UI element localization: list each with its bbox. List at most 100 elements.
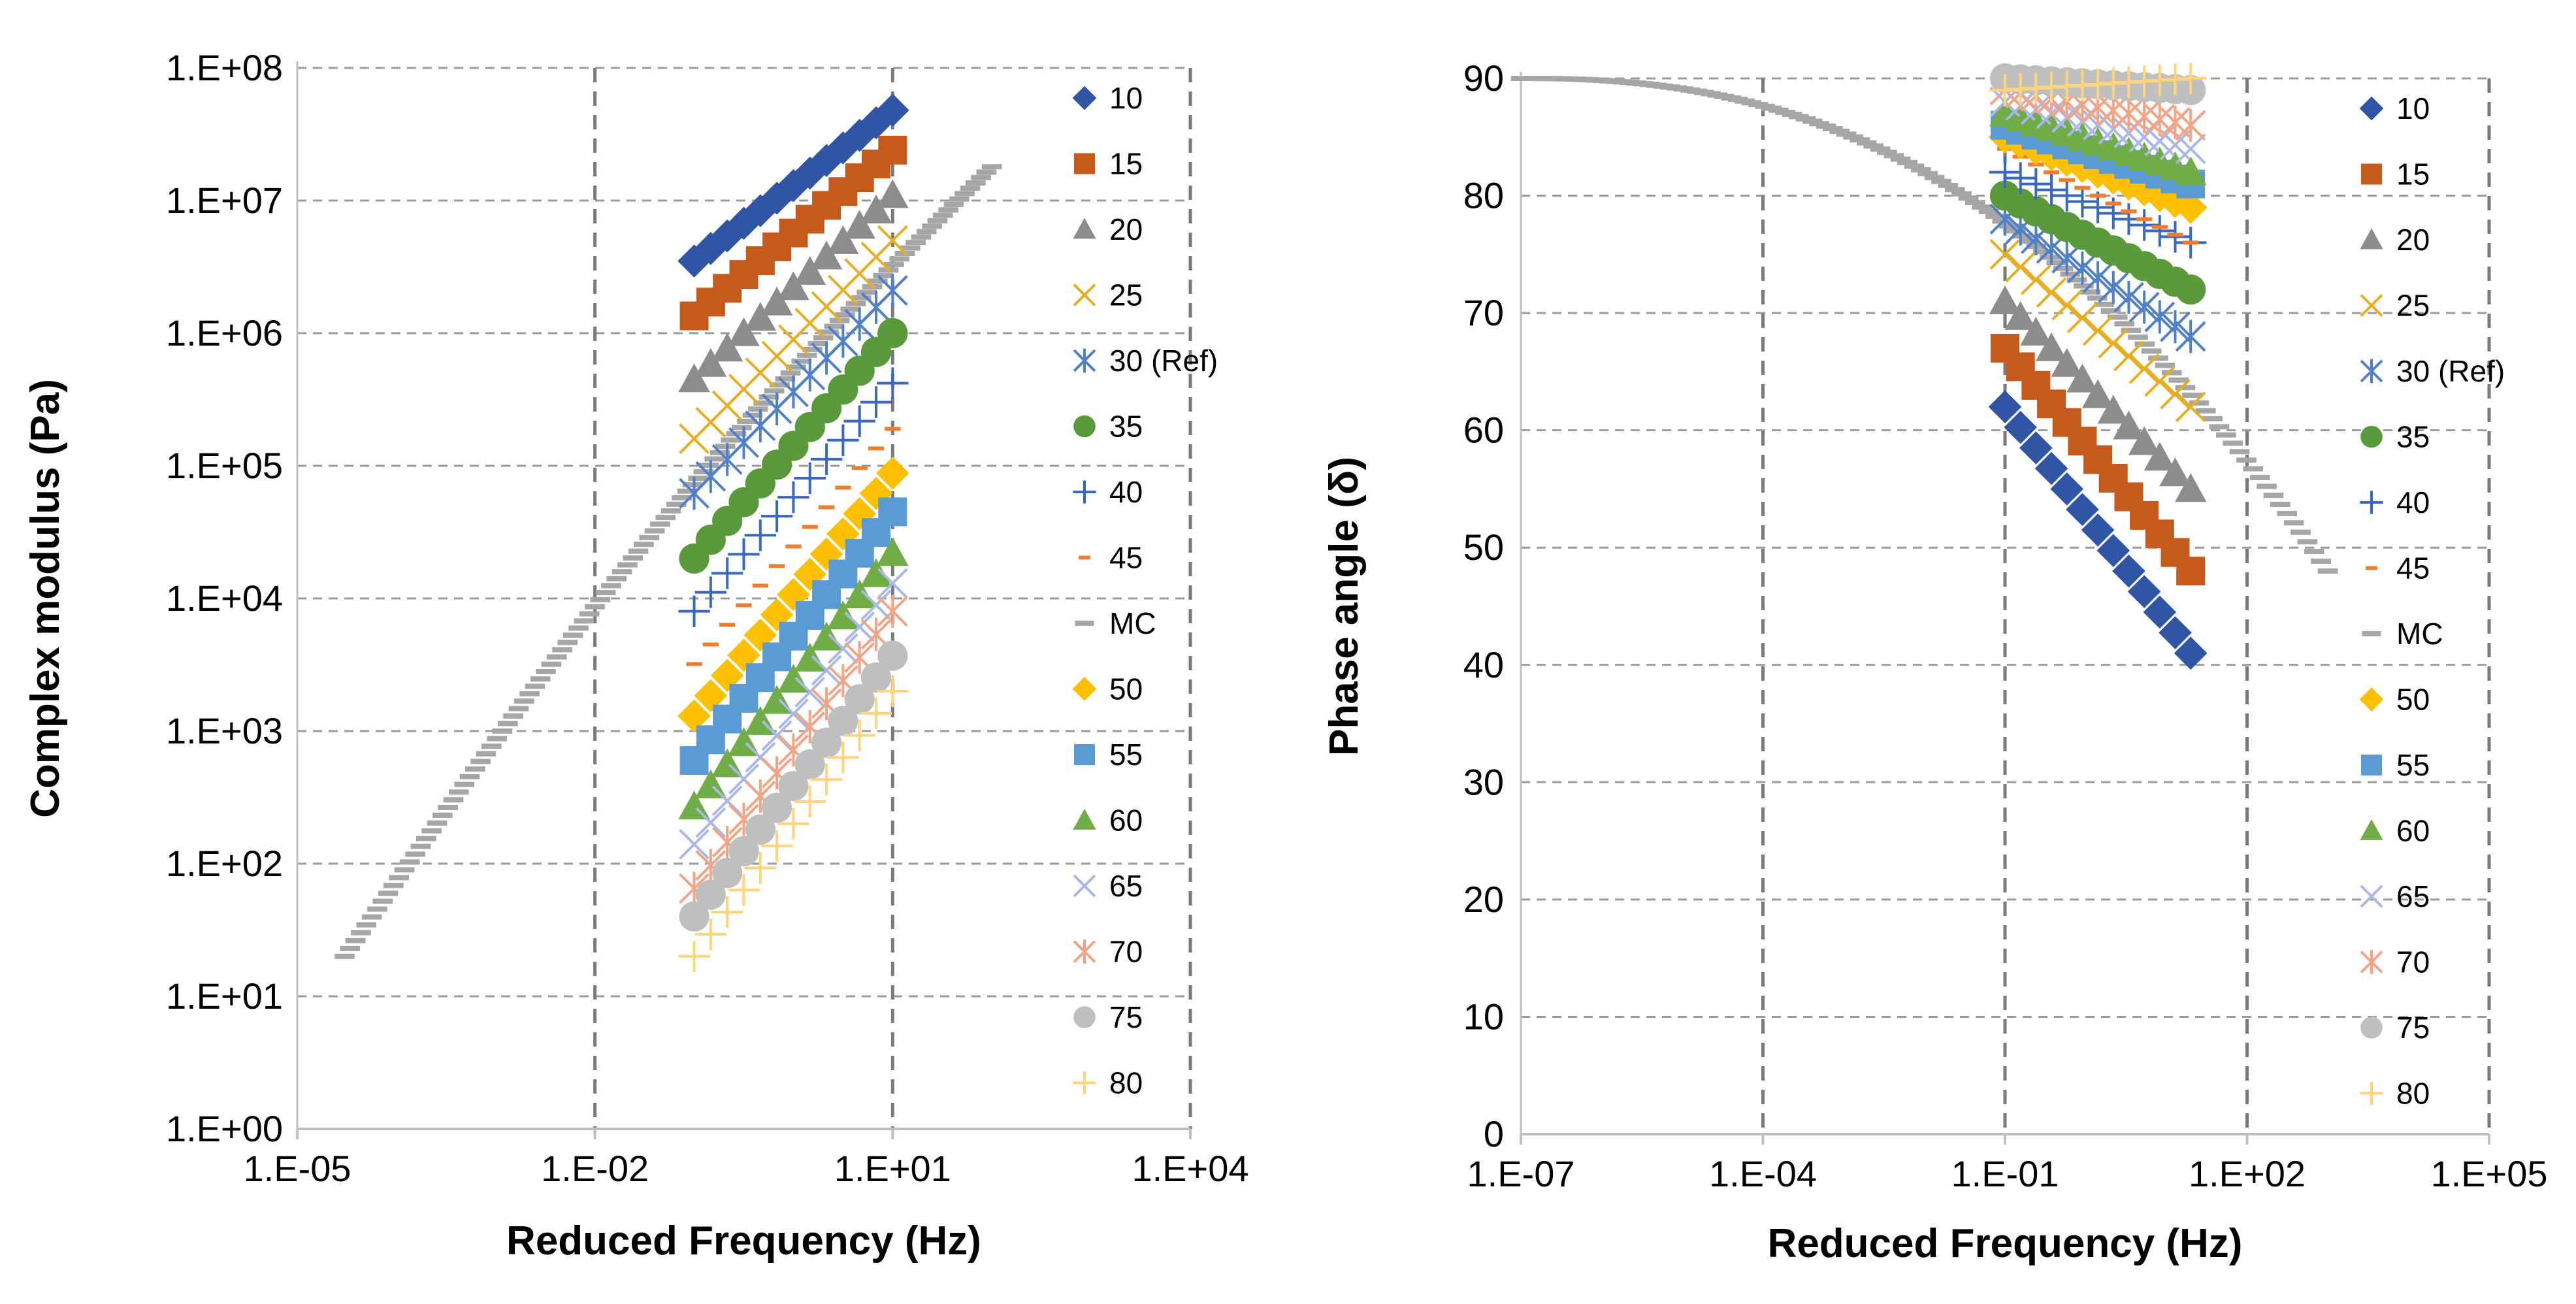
data-point	[2082, 315, 2113, 346]
data-point	[769, 564, 785, 568]
mc-point	[579, 611, 600, 617]
data-point	[2159, 616, 2192, 649]
data-point	[778, 698, 809, 730]
mc-point	[2066, 277, 2087, 283]
x-tick-label: 1.E+02	[2189, 1153, 2306, 1194]
legend-item-20: 20	[2360, 223, 2430, 257]
mc-point	[1836, 131, 1857, 137]
legend-marker	[2360, 491, 2383, 514]
data-point	[761, 720, 792, 751]
mc-point	[683, 481, 703, 487]
data-point	[677, 699, 711, 733]
data-point	[762, 792, 792, 823]
data-point	[778, 771, 809, 802]
mc-point	[884, 261, 904, 267]
data-point	[736, 603, 752, 608]
mc-point	[2155, 363, 2176, 368]
legend-item-35: 35	[1073, 410, 1143, 444]
mc-point	[1863, 143, 1883, 149]
mc-point	[394, 867, 415, 873]
mc-point	[562, 632, 583, 638]
mc-point	[655, 515, 676, 521]
mc-point	[802, 346, 823, 352]
gridlines	[1521, 77, 2491, 1134]
mc-point	[541, 661, 562, 667]
data-point	[2066, 493, 2099, 527]
series-60	[1989, 97, 2207, 186]
mc-point	[786, 364, 806, 370]
data-point	[785, 544, 802, 549]
data-point	[694, 918, 727, 951]
mc-point	[2270, 502, 2291, 508]
data-point	[678, 363, 710, 393]
mc-point	[780, 370, 801, 376]
data-point	[728, 874, 760, 906]
data-point	[752, 583, 768, 588]
data-point	[1989, 156, 2021, 188]
legend-marker	[1072, 86, 1097, 110]
data-point	[818, 505, 835, 510]
data-point	[2160, 310, 2191, 344]
legend-label: 35	[1109, 410, 1143, 444]
data-point	[678, 940, 710, 973]
series-20	[678, 179, 909, 393]
legend-item-80: 80	[2360, 1077, 2430, 1111]
data-point	[810, 764, 843, 796]
mc-point	[688, 475, 708, 481]
data-point	[2128, 100, 2160, 133]
data-point	[827, 633, 858, 664]
data-point	[2160, 378, 2191, 410]
series-75	[679, 640, 908, 932]
mc-point	[2107, 314, 2128, 320]
data-point	[2034, 451, 2068, 485]
mc-point	[698, 463, 719, 468]
mc-point	[1958, 195, 1979, 201]
x-axis-title: Reduced Frequency (Hz)	[506, 1218, 981, 1263]
y-axis-title: Complex modulus (Pa)	[23, 379, 68, 818]
legend-item-mc: MC	[2362, 617, 2443, 651]
legend-label: 30 (Ref)	[2396, 354, 2505, 388]
series-40	[678, 367, 909, 627]
legend: 10 15 20 25 30 (Ref) 35 40 45 MC 50 55 60 65 70 75 80	[2359, 91, 2505, 1111]
data-point	[868, 446, 885, 451]
data-point	[860, 662, 892, 693]
mc-point	[1890, 156, 1911, 162]
data-point	[2136, 217, 2153, 221]
x-tick-label: 1.E-05	[244, 1148, 351, 1189]
data-point	[711, 785, 743, 817]
legend-label: 50	[1109, 672, 1143, 706]
legend-item-70: 70	[2360, 945, 2430, 979]
mc-point	[943, 201, 964, 207]
legend-label: 25	[2396, 289, 2430, 323]
data-point	[811, 727, 842, 758]
mc-point	[2012, 233, 2033, 239]
data-point	[2051, 348, 2083, 377]
mc-point	[666, 501, 687, 507]
data-point	[2043, 170, 2060, 174]
mc-point	[470, 758, 491, 764]
data-point	[877, 640, 908, 671]
complex-modulus-chart: 1.E-05 1.E-02 1.E+01 1.E+04 1.E+00 1.E+01 1.E+…	[23, 47, 1249, 1263]
series-55	[679, 497, 907, 775]
mc-point	[753, 400, 774, 406]
legend-item-15: 15	[2361, 157, 2430, 191]
data-point	[728, 836, 759, 867]
mc-point	[721, 437, 741, 443]
x-axis-title: Reduced Frequency (Hz)	[1768, 1221, 2243, 1266]
data-point	[2175, 108, 2206, 142]
data-point	[2081, 155, 2115, 189]
mc-point	[917, 229, 937, 235]
legend-item-65: 65	[1073, 869, 1143, 903]
mc-point	[1931, 178, 1951, 184]
mc-point	[650, 521, 670, 527]
legend-marker	[1073, 480, 1096, 504]
mc-point	[731, 425, 752, 431]
legend-marker	[2360, 228, 2383, 250]
legend-marker	[1075, 621, 1094, 626]
mc-point	[981, 164, 1002, 170]
mc-point	[1978, 208, 1999, 214]
mc-point	[758, 394, 779, 400]
data-point	[2174, 473, 2207, 502]
data-point	[827, 424, 859, 456]
mc-point	[1965, 199, 1985, 205]
